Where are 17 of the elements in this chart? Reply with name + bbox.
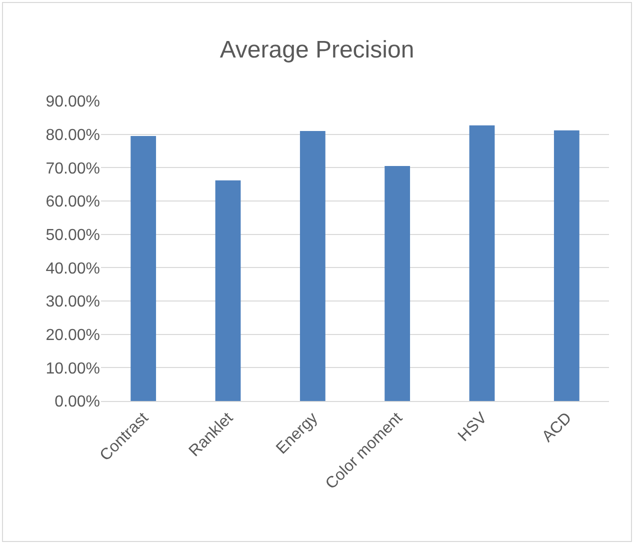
bar [130, 136, 156, 401]
y-tick-label: 20.00% [46, 326, 100, 344]
bar [384, 166, 410, 401]
y-tick-label: 40.00% [46, 260, 100, 278]
y-tick-label: 30.00% [46, 294, 100, 311]
y-tick-label: 50.00% [46, 226, 100, 244]
y-tick-label: 0.00% [54, 394, 100, 411]
y-tick-label: 90.00% [46, 94, 100, 111]
bar [554, 130, 580, 401]
bar [215, 180, 241, 401]
y-tick-label: 70.00% [46, 160, 100, 178]
y-tick-label: 60.00% [46, 194, 100, 211]
chart-title: Average Precision [220, 36, 414, 64]
bar [469, 125, 495, 401]
y-tick-label: 80.00% [46, 126, 100, 144]
bar [300, 131, 326, 401]
y-tick-label: 10.00% [46, 360, 100, 378]
